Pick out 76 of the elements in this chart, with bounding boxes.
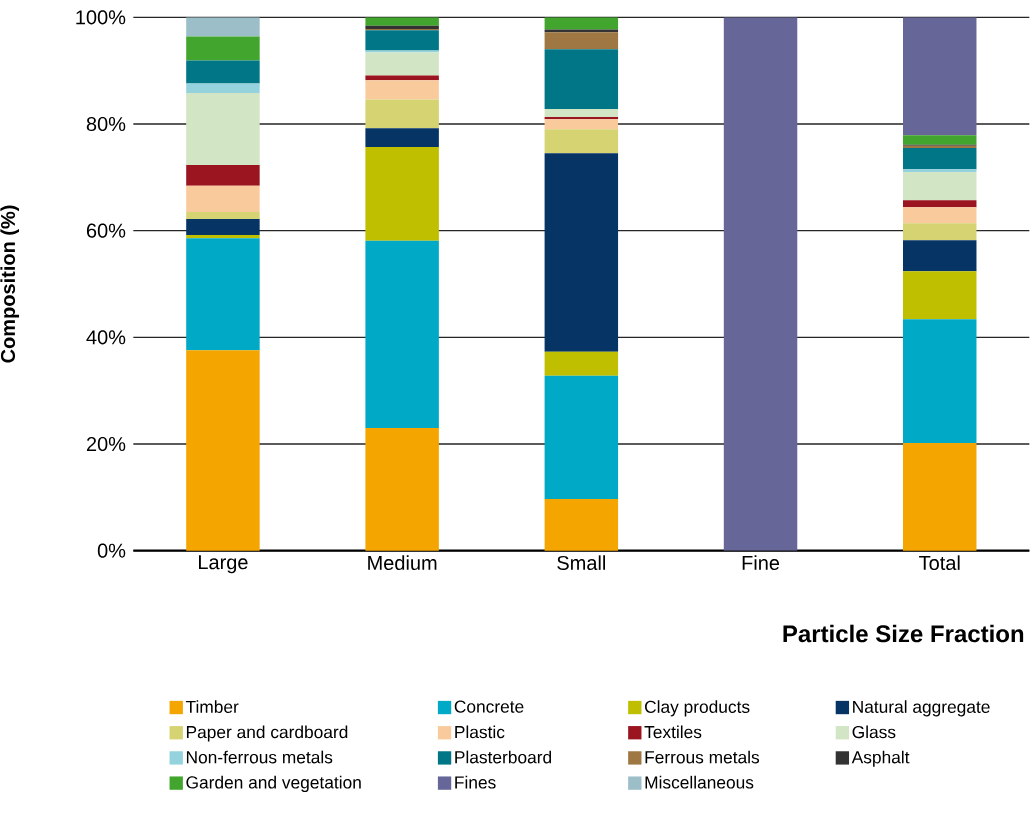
- bar: [186, 185, 260, 212]
- legend-label: Fines: [455, 775, 496, 789]
- bar: [186, 36, 260, 61]
- bar: [544, 117, 619, 120]
- bar: [365, 146, 439, 241]
- x-tick-label: Small: [557, 555, 605, 571]
- y-tick-label: 20%: [86, 436, 126, 452]
- bar: [365, 99, 439, 129]
- legend-label: Asphalt: [851, 750, 910, 767]
- bar: [903, 169, 977, 172]
- bar: [903, 200, 977, 208]
- y-tick-label: 100%: [76, 10, 126, 25]
- legend-label: Ferrous metals: [645, 750, 760, 764]
- bar: [186, 218, 260, 235]
- bar: [186, 211, 260, 219]
- bar: [903, 207, 977, 224]
- legend-label: Plasterboard: [455, 750, 552, 764]
- bar: [544, 129, 619, 154]
- bar: [903, 135, 977, 145]
- bar: [544, 119, 619, 130]
- bar: [903, 271, 977, 320]
- legend-label: Miscellaneous: [645, 775, 754, 789]
- legend-label: Glass: [852, 725, 896, 739]
- legend-label: Natural aggregate: [853, 700, 990, 717]
- legend-label: Clay products: [645, 700, 750, 717]
- x-tick-label: Total: [919, 555, 960, 571]
- bar: [544, 17, 619, 30]
- x-tick-label: Medium: [368, 555, 437, 571]
- bar: [365, 80, 439, 100]
- bar: [365, 17, 439, 26]
- bar: [365, 30, 439, 51]
- bar: [903, 240, 977, 272]
- legend-label: Concrete: [454, 700, 524, 713]
- bar: [723, 17, 798, 551]
- bar: [544, 351, 619, 376]
- y-tick-label: 80%: [86, 116, 126, 132]
- y-tick-label: 40%: [86, 330, 126, 345]
- bar: [186, 93, 260, 166]
- legend-label: Paper and cardboard: [186, 725, 348, 742]
- bar: [903, 147, 977, 170]
- legend-label: Garden and vegetation: [186, 775, 361, 793]
- bar: [186, 83, 260, 94]
- bar: [186, 17, 260, 37]
- y-tick-label: 0%: [97, 543, 126, 558]
- bar: [903, 17, 977, 136]
- bar: [186, 60, 260, 84]
- bar: [903, 442, 977, 551]
- x-tick-label: Fine: [742, 555, 780, 571]
- bar: [544, 153, 619, 352]
- bar: [365, 25, 439, 30]
- x-axis-title: Particle Size Fraction: [783, 624, 1024, 643]
- legend-label: Non-ferrous metals: [186, 750, 333, 764]
- y-tick-label: 60%: [86, 223, 126, 238]
- bar: [544, 498, 619, 551]
- bar: [186, 234, 260, 239]
- bar: [544, 49, 619, 110]
- x-tick-label: Large: [199, 555, 248, 574]
- bar: [365, 75, 439, 81]
- bar: [186, 350, 260, 551]
- bar: [186, 238, 260, 351]
- bar: [544, 375, 619, 499]
- legend-label: Plastic: [455, 725, 505, 739]
- legend-label: Textiles: [644, 725, 702, 739]
- bar: [365, 50, 439, 53]
- bar: [903, 223, 977, 241]
- bar: [365, 128, 439, 147]
- legend-label: Timber: [185, 700, 239, 713]
- bar: [544, 109, 619, 118]
- bar: [903, 171, 977, 201]
- y-axis-title: Composition (%): [0, 205, 20, 363]
- bar: [365, 240, 439, 428]
- bar: [544, 32, 619, 50]
- bar: [903, 319, 977, 443]
- bar: [365, 52, 439, 76]
- bar: [365, 428, 439, 551]
- bar: [186, 165, 260, 186]
